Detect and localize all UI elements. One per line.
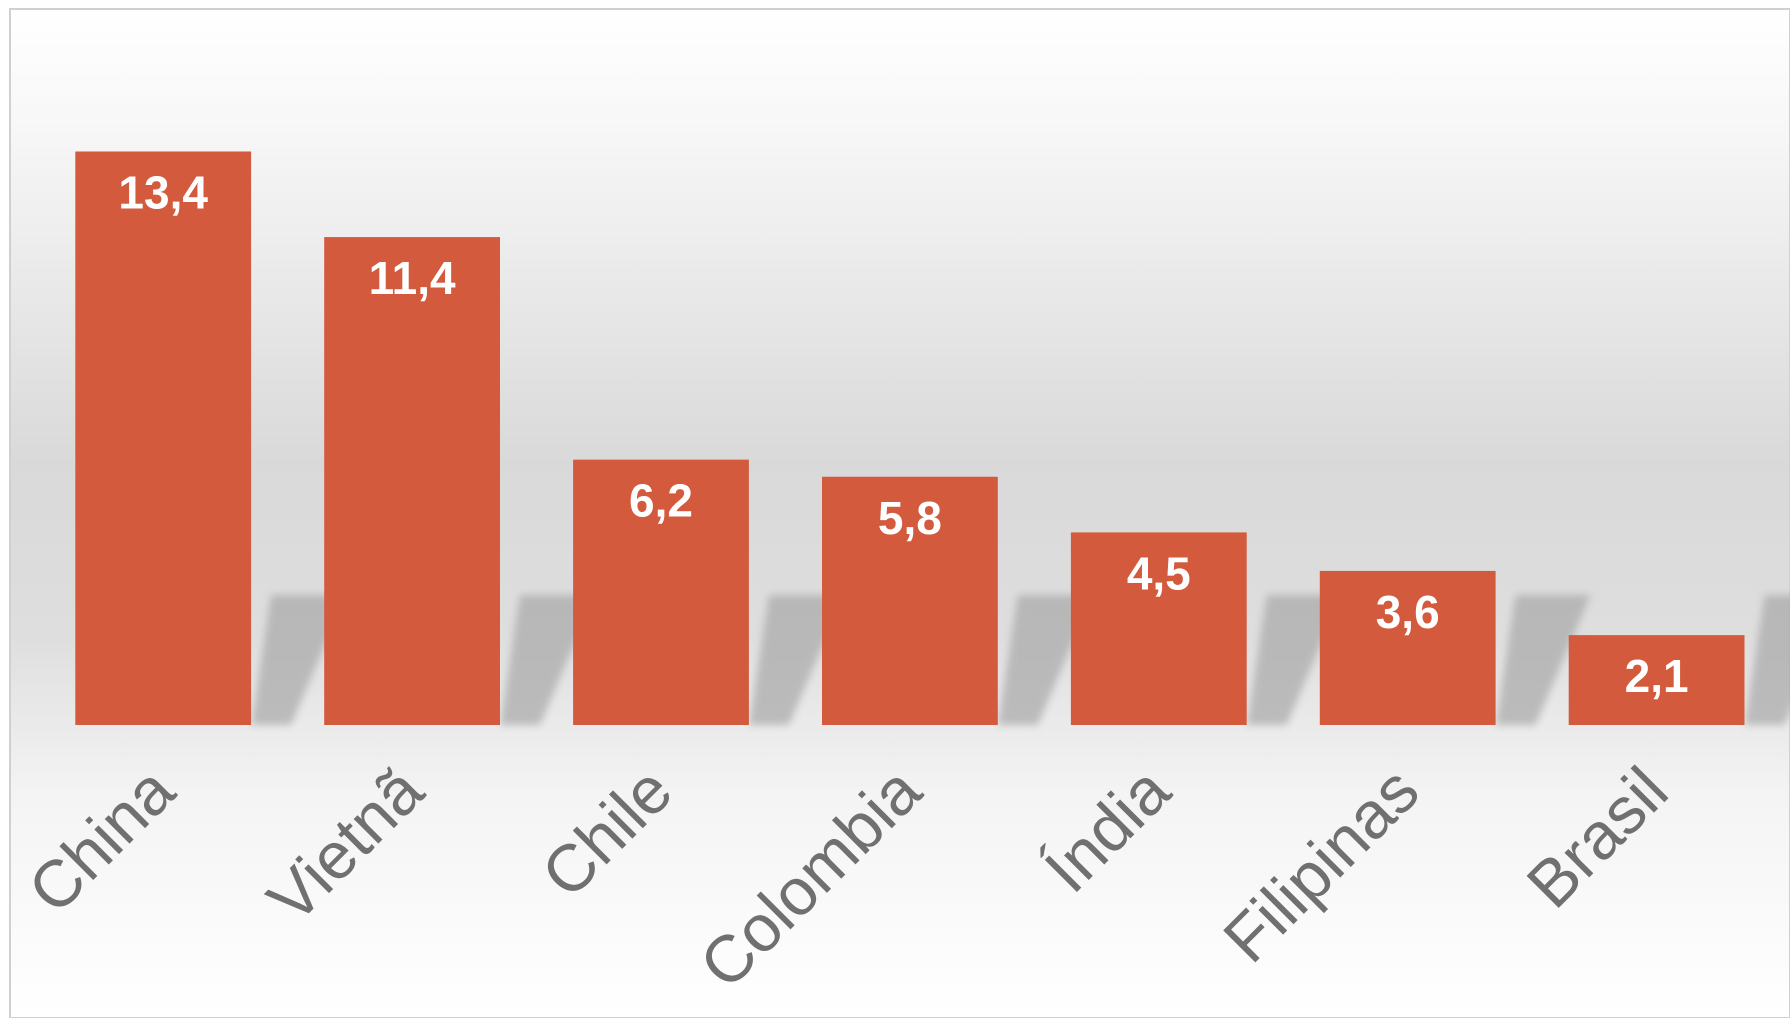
bar bbox=[573, 459, 749, 725]
data-label: 6,2 bbox=[629, 475, 693, 527]
bar bbox=[324, 237, 500, 725]
bar bbox=[1070, 532, 1247, 725]
bar-shadow bbox=[997, 595, 1093, 725]
data-label: 3,6 bbox=[1376, 586, 1440, 638]
shadows bbox=[251, 595, 1790, 725]
bar-shadow bbox=[251, 595, 347, 725]
data-label: 13,4 bbox=[118, 166, 208, 218]
bar bbox=[822, 476, 998, 725]
data-label: 11,4 bbox=[369, 252, 456, 304]
data-label: 2,1 bbox=[1625, 650, 1689, 702]
bar-shadow bbox=[500, 595, 595, 725]
bar bbox=[1568, 635, 1745, 725]
data-label: 4,5 bbox=[1127, 547, 1191, 599]
bar-shadow bbox=[1495, 595, 1591, 725]
bar-shadow bbox=[1246, 595, 1342, 725]
data-label: 5,8 bbox=[878, 492, 942, 544]
bar bbox=[75, 151, 252, 726]
bar bbox=[1319, 570, 1496, 725]
bar-shadow bbox=[748, 595, 844, 725]
bar-shadow bbox=[1744, 595, 1790, 725]
